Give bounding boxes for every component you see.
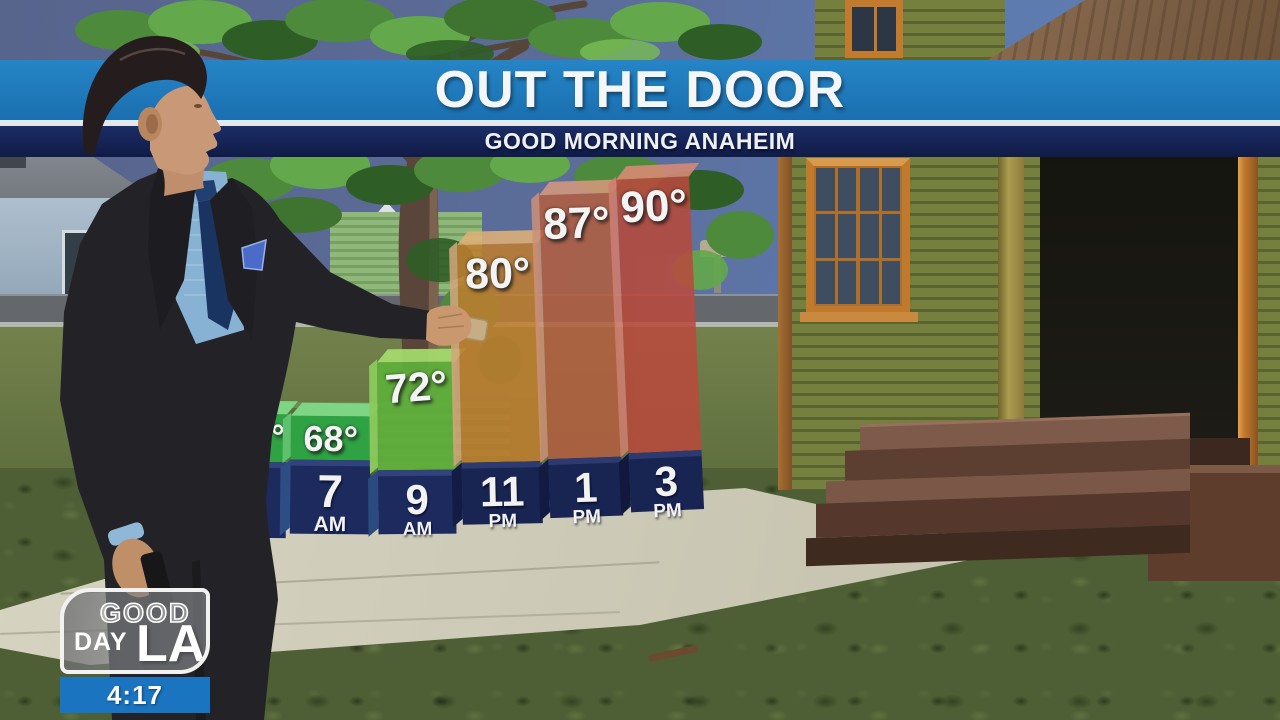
bar-base: 3 PM [628,450,705,522]
bar-base: 1 PM [548,456,624,528]
door-frame [1238,150,1258,480]
bar-base: 11 PM [461,461,543,532]
station-bug: GOOD DAY LA 4:17 [60,588,210,713]
meridiem-label: AM [402,518,433,541]
temp-bar-3pm: 90° 3 PM [616,176,705,522]
meridiem-label: PM [488,510,518,533]
show-segment-title: OUT THE DOOR [434,61,846,119]
meridiem-label: PM [572,506,602,529]
logo-word-day: DAY [74,628,128,656]
dormer-window [845,0,903,58]
banner-divider [0,120,1280,126]
hour-label: 1 [573,463,599,512]
meridiem-label: AM [313,512,347,536]
time-of-day: 4:17 [106,679,164,710]
temp-label: 90° [619,180,689,233]
bar-base: 9 AM [377,469,457,540]
hour-label: 11 [479,467,525,516]
porch-post [998,156,1024,446]
temp-bar-9am: 72° 9 AM [377,362,457,540]
dormer-wall [815,0,1005,62]
hour-label: 7 [317,464,344,518]
clock-bar: 4:17 [60,677,210,713]
window-sill [800,312,918,322]
subtitle-banner: GOOD MORNING ANAHEIM [0,126,1280,157]
hour-label: 9 [405,475,430,524]
hour-label: 3 [653,457,679,506]
temp-label: 80° [464,249,531,299]
logo-word-la: LA [136,615,206,673]
meridiem-label: PM [652,499,683,523]
good-day-la-logo: GOOD DAY LA [60,588,210,674]
bar-base: 7 AM [289,459,371,536]
temp-label: 68° [303,417,359,460]
temp-label: 72° [383,361,449,413]
temp-label: ° [270,418,285,457]
show-subtitle: GOOD MORNING ANAHEIM [484,128,796,154]
corner-trim [778,156,792,490]
temp-bar-1pm: 87° 1 PM [539,192,624,528]
temp-bar-11pm: 80° 11 PM [457,243,543,532]
front-window [806,158,910,314]
temp-bar-7am: 68° 7 AM [289,415,371,536]
title-banner: OUT THE DOOR [0,60,1280,120]
